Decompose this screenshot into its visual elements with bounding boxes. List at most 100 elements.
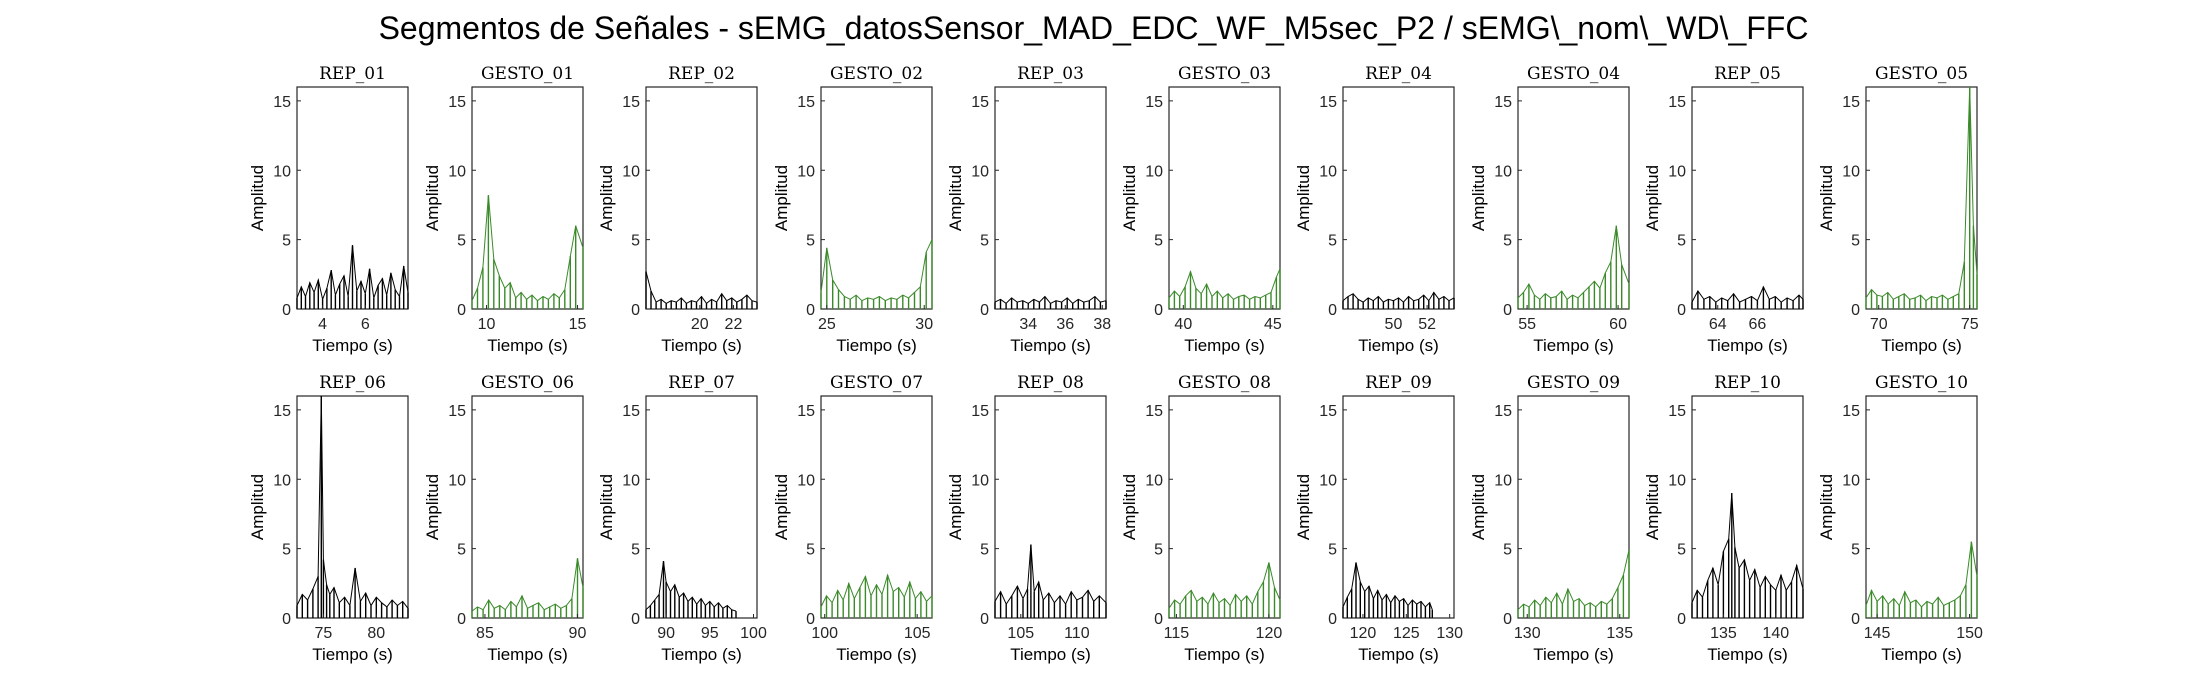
x-axis-label: Tiempo (s) (1184, 645, 1265, 664)
y-tick-label: 15 (273, 403, 291, 420)
x-tick-label: 6 (361, 316, 370, 333)
x-tick-label: 120 (1256, 625, 1283, 642)
y-tick-label: 0 (1677, 611, 1686, 628)
signal-trace (1342, 292, 1455, 309)
y-tick-label: 15 (273, 94, 291, 111)
y-tick-label: 0 (980, 611, 989, 628)
plot-frame (1691, 86, 1804, 310)
y-tick-label: 0 (1851, 611, 1860, 628)
y-tick-label: 15 (1494, 94, 1512, 111)
y-axis-label: Amplitud (1817, 474, 1836, 540)
y-tick-label: 15 (1145, 94, 1163, 111)
y-tick-label: 10 (1494, 472, 1512, 489)
x-tick-label: 105 (1007, 625, 1034, 642)
x-tick-label: 38 (1093, 316, 1111, 333)
y-tick-label: 5 (980, 542, 989, 559)
y-tick-label: 0 (980, 302, 989, 319)
subplot-title: GESTO_04 (1527, 64, 1620, 84)
x-axis-label: Tiempo (s) (661, 336, 742, 355)
subplot-title: GESTO_06 (481, 373, 574, 393)
x-axis-label: Tiempo (s) (1881, 336, 1962, 355)
x-tick-label: 125 (1393, 625, 1420, 642)
y-tick-label: 5 (457, 233, 466, 250)
y-tick-label: 0 (1154, 611, 1163, 628)
x-tick-label: 105 (904, 625, 931, 642)
signal-trace (1168, 562, 1281, 618)
plot-frame (296, 395, 409, 619)
y-tick-label: 10 (971, 472, 989, 489)
y-tick-label: 5 (1154, 233, 1163, 250)
signal-line (296, 245, 409, 302)
x-axis-label: Tiempo (s) (1533, 645, 1614, 664)
x-axis-label: Tiempo (s) (836, 336, 917, 355)
y-tick-label: 15 (1494, 403, 1512, 420)
signal-line (296, 395, 409, 609)
signal-trace (471, 558, 584, 618)
signal-trace (994, 296, 1107, 309)
signal-line (471, 558, 584, 612)
x-tick-label: 45 (1264, 316, 1282, 333)
subplot-title: REP_08 (1017, 373, 1084, 393)
y-tick-label: 0 (457, 611, 466, 628)
y-axis-label: Amplitud (1469, 165, 1488, 231)
x-axis-label: Tiempo (s) (1707, 336, 1788, 355)
subplot-title: GESTO_01 (481, 64, 574, 84)
y-tick-label: 0 (1503, 611, 1512, 628)
y-tick-label: 0 (1503, 302, 1512, 319)
y-axis-label: Amplitud (423, 165, 442, 231)
y-axis-label: Amplitud (1120, 474, 1139, 540)
signal-trace (1865, 541, 1978, 618)
y-axis-label: Amplitud (597, 165, 616, 231)
y-tick-label: 0 (282, 611, 291, 628)
y-tick-label: 15 (1145, 403, 1163, 420)
subplot-title: REP_06 (319, 373, 386, 393)
y-tick-label: 15 (1842, 403, 1860, 420)
plot-frame (820, 395, 933, 619)
y-tick-label: 5 (806, 542, 815, 559)
signal-trace (1517, 225, 1630, 309)
y-axis-label: Amplitud (946, 474, 965, 540)
x-tick-label: 22 (725, 316, 743, 333)
signal-line (645, 271, 758, 305)
signal-line (820, 573, 933, 608)
signal-line (1865, 86, 1978, 302)
y-axis-label: Amplitud (772, 165, 791, 231)
y-tick-label: 10 (1842, 163, 1860, 180)
x-tick-label: 40 (1174, 316, 1192, 333)
y-tick-label: 10 (971, 163, 989, 180)
y-axis-label: Amplitud (1469, 474, 1488, 540)
subplot-title: GESTO_09 (1527, 373, 1620, 393)
signal-trace (820, 575, 933, 618)
y-tick-label: 5 (631, 542, 640, 559)
y-tick-label: 0 (631, 302, 640, 319)
y-tick-label: 10 (1145, 472, 1163, 489)
signal-line (1342, 562, 1433, 610)
y-tick-label: 0 (1328, 302, 1337, 319)
x-tick-label: 55 (1518, 316, 1536, 333)
y-tick-label: 5 (1503, 542, 1512, 559)
y-tick-label: 5 (1328, 542, 1337, 559)
subplot-title: REP_09 (1365, 373, 1432, 393)
y-tick-label: 5 (1851, 233, 1860, 250)
x-axis-label: Tiempo (s) (487, 645, 568, 664)
y-tick-label: 10 (1494, 163, 1512, 180)
x-tick-label: 75 (1961, 316, 1979, 333)
signal-line (645, 561, 737, 612)
signal-trace (994, 544, 1107, 618)
signal-trace (1865, 87, 1978, 309)
signal-line (1168, 562, 1281, 609)
subplot-title: GESTO_07 (830, 373, 923, 393)
y-tick-label: 10 (1668, 472, 1686, 489)
signal-trace (1517, 550, 1630, 618)
y-axis-label: Amplitud (1294, 474, 1313, 540)
x-tick-label: 70 (1870, 316, 1888, 333)
plot-frame (471, 395, 584, 619)
figure-title: Segmentos de Señales - sEMG_datosSensor_… (378, 10, 1809, 46)
x-tick-label: 15 (569, 316, 587, 333)
x-axis-label: Tiempo (s) (1707, 645, 1788, 664)
y-tick-label: 10 (273, 163, 291, 180)
y-tick-label: 15 (971, 403, 989, 420)
signal-trace (1691, 286, 1804, 309)
y-tick-label: 10 (273, 472, 291, 489)
